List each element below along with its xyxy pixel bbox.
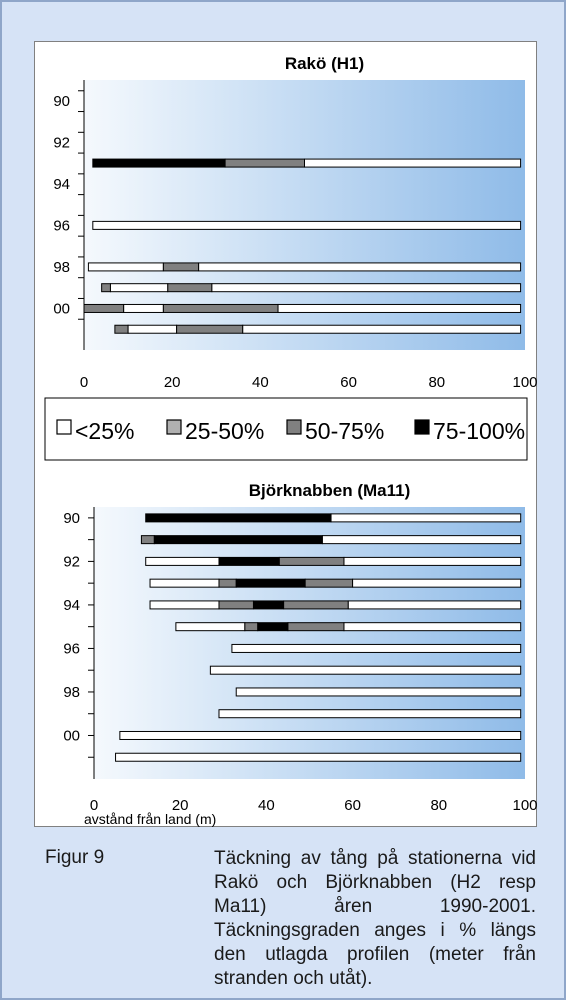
legend-swatch: [56, 419, 72, 435]
bar-segment: [119, 730, 522, 740]
x-axis-label: avstånd från land (m): [84, 811, 216, 827]
y-tick-label: 96: [53, 217, 70, 234]
y-tick-label: 94: [53, 176, 70, 193]
bar-segment: [109, 283, 169, 293]
figure-caption-text: Täckning av tång på stationerna vid Rakö…: [214, 848, 536, 989]
x-tick-label: 100: [512, 374, 537, 391]
bar-segment: [123, 303, 164, 313]
bar-segment: [330, 513, 522, 523]
x-tick-label: 40: [258, 797, 275, 814]
figure-caption-label: Figur 9: [45, 847, 105, 868]
bar-segment: [218, 578, 237, 588]
legend-swatch: [414, 419, 430, 435]
bar-segment: [140, 535, 155, 545]
x-tick-label: 0: [90, 797, 98, 814]
x-tick-label: 20: [172, 797, 189, 814]
bar-segment: [343, 622, 522, 632]
bar-segment: [92, 158, 226, 168]
bar-segment: [352, 578, 522, 588]
bar-segment: [162, 262, 200, 272]
legend-label: <25%: [75, 418, 134, 444]
y-tick-label: 90: [63, 510, 80, 527]
bar-segment: [321, 535, 522, 545]
bar-segment: [283, 600, 349, 610]
bar-segment: [304, 158, 522, 168]
y-tick-label: 92: [53, 134, 70, 151]
y-tick-label: 00: [53, 300, 70, 317]
bar-segment: [83, 303, 125, 313]
y-tick-label: 98: [63, 684, 80, 701]
y-tick-label: 90: [53, 93, 70, 110]
x-tick-label: 80: [430, 797, 447, 814]
bar-segment: [235, 578, 306, 588]
bar-segment: [127, 324, 178, 334]
bar-segment: [224, 158, 305, 168]
bar-segment: [287, 622, 345, 632]
legend-box: [44, 397, 528, 461]
bar-segment: [114, 324, 129, 334]
bar-segment: [252, 600, 285, 610]
x-tick-label: 40: [252, 374, 269, 391]
y-tick-label: 96: [63, 640, 80, 657]
y-tick-label: 00: [63, 727, 80, 744]
chart-title: Björknabben (Ma11): [249, 481, 411, 500]
bar-segment: [343, 556, 522, 566]
bar-segment: [176, 324, 244, 334]
bar-segment: [304, 578, 354, 588]
bar-segment: [211, 283, 522, 293]
bar-segment: [92, 220, 522, 230]
bar-segment: [198, 262, 522, 272]
x-tick-label: 60: [340, 374, 357, 391]
chart-title: Rakö (H1): [285, 54, 364, 73]
bar-segment: [218, 600, 254, 610]
legend-swatch: [166, 419, 182, 435]
bar-segment: [231, 643, 522, 653]
bar-segment: [149, 578, 220, 588]
x-tick-label: 80: [428, 374, 445, 391]
bar-segment: [235, 687, 522, 697]
y-tick-label: 92: [63, 553, 80, 570]
bar-segment: [347, 600, 522, 610]
y-tick-label: 94: [63, 597, 80, 614]
bar-segment: [115, 752, 522, 762]
legend-label: 75-100%: [433, 418, 525, 444]
bar-segment: [242, 324, 522, 334]
bar-segment: [162, 303, 279, 313]
bar-segment: [218, 709, 522, 719]
x-tick-label: 20: [164, 374, 181, 391]
bar-segment: [277, 303, 522, 313]
bar-segment: [167, 283, 213, 293]
legend-label: 50-75%: [305, 418, 384, 444]
x-tick-label: 100: [512, 797, 537, 814]
bar-segment: [209, 665, 522, 675]
y-tick-label: 98: [53, 259, 70, 276]
bar-segment: [101, 283, 111, 293]
bar-segment: [244, 622, 259, 632]
bar-segment: [278, 556, 345, 566]
bar-segment: [149, 600, 220, 610]
bar-segment: [153, 535, 323, 545]
bar-segment: [145, 513, 332, 523]
legend-label: 25-50%: [185, 418, 264, 444]
x-tick-label: 0: [80, 374, 88, 391]
bar-segment: [87, 262, 164, 272]
bar-segment: [257, 622, 289, 632]
x-tick-label: 60: [344, 797, 361, 814]
bar-segment: [218, 556, 280, 566]
bar-segment: [145, 556, 220, 566]
legend-swatch: [286, 419, 302, 435]
bar-segment: [175, 622, 246, 632]
